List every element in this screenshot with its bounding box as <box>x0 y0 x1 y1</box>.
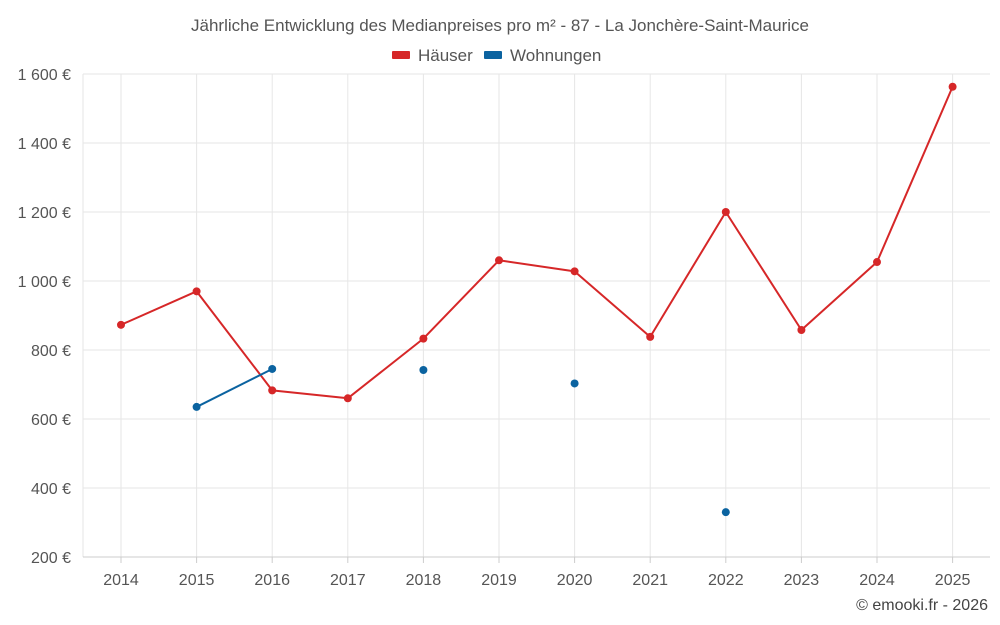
y-tick-label-600: 600 € <box>31 412 71 429</box>
point-haeuser-2023[interactable] <box>797 325 806 334</box>
point-haeuser-2018[interactable] <box>419 334 428 343</box>
point-haeuser-2020[interactable] <box>570 267 579 276</box>
x-tick-label-2024: 2024 <box>859 572 895 589</box>
x-tick-label-2020: 2020 <box>557 572 593 589</box>
y-tick-label-1000: 1 000 € <box>18 274 71 291</box>
grid <box>82 73 990 557</box>
series-line-wohnungen <box>196 368 273 408</box>
x-tick-label-2015: 2015 <box>179 572 215 589</box>
legend-item-wohnungen[interactable]: Wohnungen <box>484 46 601 65</box>
point-haeuser-2025[interactable] <box>948 82 957 91</box>
series-wohnungen <box>192 364 730 517</box>
x-tick-label-2016: 2016 <box>254 572 290 589</box>
axes: 200 € 400 € 600 € 800 € 1 000 € 1 200 € 1 400 … <box>18 67 990 589</box>
point-haeuser-2014[interactable] <box>117 320 125 329</box>
point-haeuser-2019[interactable] <box>495 256 503 265</box>
legend-item-haeuser[interactable]: Häuser <box>392 46 473 65</box>
legend-label-wohnungen: Wohnungen <box>510 46 601 65</box>
x-tick-label-2023: 2023 <box>784 572 820 589</box>
x-tick-label-2025: 2025 <box>935 572 971 589</box>
x-tick-label-2018: 2018 <box>406 572 442 589</box>
legend: Häuser Wohnungen <box>392 46 601 65</box>
y-tick-label-200: 200 € <box>31 550 71 567</box>
credit-text: © emooki.fr - 2026 <box>856 597 988 614</box>
point-haeuser-2022[interactable] <box>721 208 730 216</box>
legend-swatch-haeuser <box>392 51 410 59</box>
point-wohnungen-2022[interactable] <box>721 508 730 517</box>
y-tick-label-1200: 1 200 € <box>18 205 71 222</box>
chart-title: Jährliche Entwicklung des Medianpreises … <box>191 16 809 35</box>
legend-label-haeuser: Häuser <box>418 46 473 65</box>
series <box>117 82 957 517</box>
legend-swatch-wohnungen <box>484 51 502 59</box>
point-haeuser-2024[interactable] <box>873 258 881 267</box>
x-tick-label-2017: 2017 <box>330 572 366 589</box>
x-tick-label-2021: 2021 <box>632 572 668 589</box>
y-tick-label-800: 800 € <box>31 343 71 360</box>
point-wohnungen-2020[interactable] <box>570 379 579 388</box>
point-haeuser-2017[interactable] <box>343 394 352 403</box>
point-wohnungen-2016[interactable] <box>268 364 277 373</box>
y-tick-label-1600: 1 600 € <box>18 67 71 84</box>
point-haeuser-2021[interactable] <box>646 332 655 341</box>
point-haeuser-2015[interactable] <box>192 287 201 296</box>
series-line-haeuser <box>120 86 954 400</box>
point-wohnungen-2018[interactable] <box>419 366 428 375</box>
series-haeuser <box>117 82 957 403</box>
x-tick-label-2022: 2022 <box>708 572 744 589</box>
y-tick-label-400: 400 € <box>31 481 71 498</box>
x-tick-label-2014: 2014 <box>103 572 139 589</box>
x-tick-label-2019: 2019 <box>481 572 517 589</box>
point-wohnungen-2015[interactable] <box>192 402 201 411</box>
point-haeuser-2016[interactable] <box>268 386 277 395</box>
y-tick-label-1400: 1 400 € <box>18 136 71 153</box>
